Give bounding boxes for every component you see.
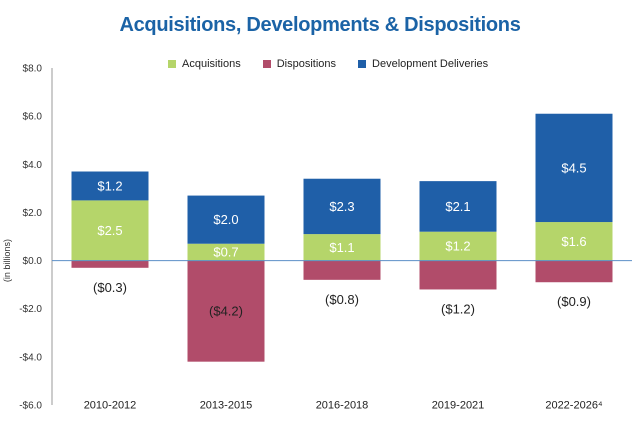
data-label-dispositions: ($0.8) [325, 292, 359, 307]
x-category-label: 2022-2026⁴ [545, 400, 603, 412]
legend-item-development-deliveries: Development Deliveries [358, 58, 488, 70]
bar-development-deliveries [419, 181, 497, 232]
legend-label-development-deliveries: Development Deliveries [372, 58, 489, 70]
data-label-acquisitions: $1.2 [445, 239, 470, 254]
bar-dispositions [419, 260, 497, 290]
y-tick-label: -$2.0 [19, 304, 42, 315]
bar-dispositions [71, 260, 149, 268]
data-label-dispositions: ($0.9) [557, 294, 591, 309]
y-tick-label: $0.0 [23, 256, 43, 267]
bar-acquisitions [71, 200, 149, 261]
data-label-development-deliveries: $2.3 [329, 199, 354, 214]
y-tick-label: $6.0 [23, 112, 43, 123]
chart-title: Acquisitions, Developments & Disposition… [119, 14, 521, 36]
legend-swatch-dispositions [262, 60, 271, 68]
legend-label-acquisitions: Acquisitions [182, 58, 241, 70]
y-tick-label: $8.0 [23, 64, 43, 75]
data-label-acquisitions: $0.7 [213, 245, 238, 260]
x-category-label: 2013-2015 [200, 400, 253, 412]
data-label-dispositions: ($0.3) [93, 280, 127, 295]
bar-development-deliveries [187, 195, 265, 244]
data-label-dispositions: ($4.2) [209, 304, 243, 319]
bar-acquisitions [535, 222, 613, 261]
bar-dispositions [535, 260, 613, 283]
data-label-dispositions: ($1.2) [441, 301, 475, 316]
data-label-development-deliveries: $1.2 [97, 178, 122, 193]
bar-development-deliveries [303, 178, 381, 235]
data-label-development-deliveries: $4.5 [561, 160, 586, 175]
y-axis-title: (in billions) [2, 239, 12, 282]
legend-label-dispositions: Dispositions [276, 58, 337, 70]
bar-acquisitions [303, 234, 381, 261]
data-label-acquisitions: $2.5 [97, 223, 122, 238]
data-label-acquisitions: $1.1 [329, 240, 354, 255]
legend-item-acquisitions: Acquisitions [168, 58, 241, 70]
y-tick-label: -$4.0 [19, 352, 42, 363]
bar-dispositions [303, 260, 381, 280]
chart-legend: Acquisitions Dispositions Development De… [168, 58, 488, 70]
x-category-label: 2019-2021 [432, 400, 485, 412]
bar-acquisitions [187, 243, 265, 261]
data-label-acquisitions: $1.6 [561, 234, 586, 249]
y-tick-label: $2.0 [23, 208, 43, 219]
data-label-development-deliveries: $2.0 [213, 212, 238, 227]
legend-swatch-acquisitions [168, 60, 176, 68]
bar-dispositions [187, 260, 265, 362]
bar-development-deliveries [535, 113, 613, 223]
y-tick-label: $4.0 [23, 160, 43, 171]
y-tick-label: -$6.0 [19, 401, 42, 412]
data-label-development-deliveries: $2.1 [445, 199, 470, 214]
x-category-label: 2016-2018 [316, 400, 369, 412]
bar-acquisitions [419, 231, 497, 261]
legend-item-dispositions: Dispositions [262, 58, 337, 70]
x-category-label: 2010-2012 [84, 400, 137, 412]
legend-swatch-development-deliveries [358, 60, 367, 68]
bar-development-deliveries [71, 171, 149, 201]
